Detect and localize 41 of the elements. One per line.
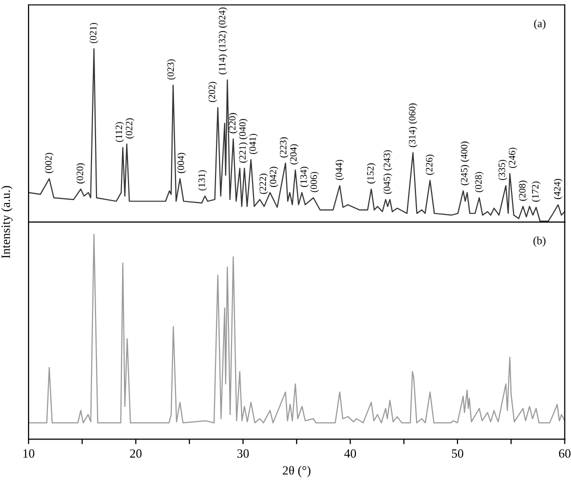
text: (a)	[534, 19, 546, 30]
annotation: (152)	[366, 163, 376, 184]
annotation: (314) (060)	[408, 103, 418, 148]
x-tick-label: 50	[452, 449, 464, 458]
annotation: (b)	[533, 236, 546, 247]
annotation: (204)	[290, 144, 299, 164]
annotation: (221) (040)	[238, 119, 248, 163]
annotation: (335)	[498, 160, 508, 180]
annotation: (002)	[44, 152, 54, 174]
annotation: (246)	[508, 148, 518, 168]
annotation: (424)	[554, 178, 562, 200]
x-tick-label: 40	[344, 449, 356, 458]
annotation: (172)	[532, 181, 540, 202]
x-tick-label: 30	[237, 449, 249, 458]
annotation: (208)	[518, 180, 528, 201]
annotation: (006)	[310, 172, 320, 192]
annotation: (220)	[228, 113, 238, 134]
annotation: (112)	[115, 122, 124, 142]
annotation: (131)	[198, 170, 207, 190]
annotation: (041)	[249, 134, 258, 154]
annotation: (022)	[125, 118, 134, 138]
annotation: (021)	[90, 22, 98, 44]
annotation: (045) (243)	[383, 150, 392, 194]
annotation: (245) (400)	[460, 142, 470, 186]
x-tick-label: 10	[23, 449, 34, 458]
x-axis-title: 2θ (°)	[282, 466, 310, 478]
annotation: (042)	[269, 166, 278, 187]
x-tick-label: 20	[130, 449, 142, 458]
annotation: (004)	[177, 152, 186, 174]
annotation: (223)	[280, 137, 288, 158]
annotation: (044)	[335, 160, 344, 180]
annotation: (226)	[426, 154, 434, 175]
annotation: (020)	[76, 163, 86, 184]
annotation: (028)	[474, 172, 484, 192]
annotation: (114) (132) (024)	[218, 8, 228, 74]
annotation: (222)	[259, 174, 268, 194]
y-axis-title: Intensity (a.u.)	[1, 186, 13, 258]
annotation: (023)	[167, 59, 176, 80]
annotation: (202)	[208, 82, 218, 102]
annotation: (134)	[300, 166, 309, 187]
x-tick-label: 60	[559, 449, 570, 458]
